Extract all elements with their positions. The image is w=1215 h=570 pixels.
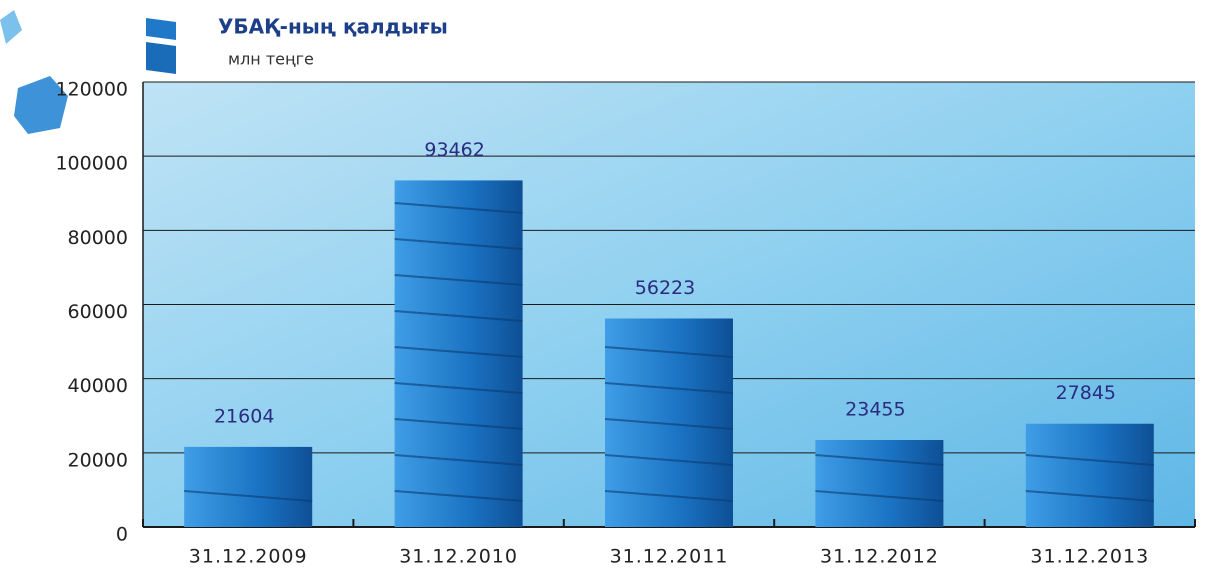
chart: УБАҚ-ның қалдығы млн теңге 0 20000 40000 60… [0,0,1215,570]
x-tick-label: 31.12.2011 [610,546,729,568]
y-tick-label: 100000 [55,153,128,175]
y-tick-label: 120000 [55,79,128,101]
chart-title: УБАҚ-ның қалдығы [218,15,448,39]
bar [1026,424,1154,527]
x-tick-label: 31.12.2013 [1030,546,1149,568]
x-tick-label: 31.12.2012 [820,546,939,568]
bar [184,447,312,527]
value-label: 93462 [424,139,484,161]
y-tick-label: 0 [116,524,128,546]
value-label: 23455 [845,399,905,421]
y-tick-label: 80000 [68,227,128,249]
y-tick-label: 60000 [68,301,128,323]
value-label: 21604 [214,405,274,427]
chart-subtitle: млн теңге [228,50,314,69]
value-label: 56223 [635,277,695,299]
value-label: 27845 [1056,382,1116,404]
bar [815,440,943,527]
y-tick-label: 40000 [68,375,128,397]
x-tick-label: 31.12.2010 [399,546,518,568]
bar [395,180,523,527]
x-tick-label: 31.12.2009 [189,546,308,568]
y-tick-label: 20000 [68,449,128,471]
page: УБАҚ-ның қалдығы млн теңге 0 20000 40000 60… [0,0,1215,570]
